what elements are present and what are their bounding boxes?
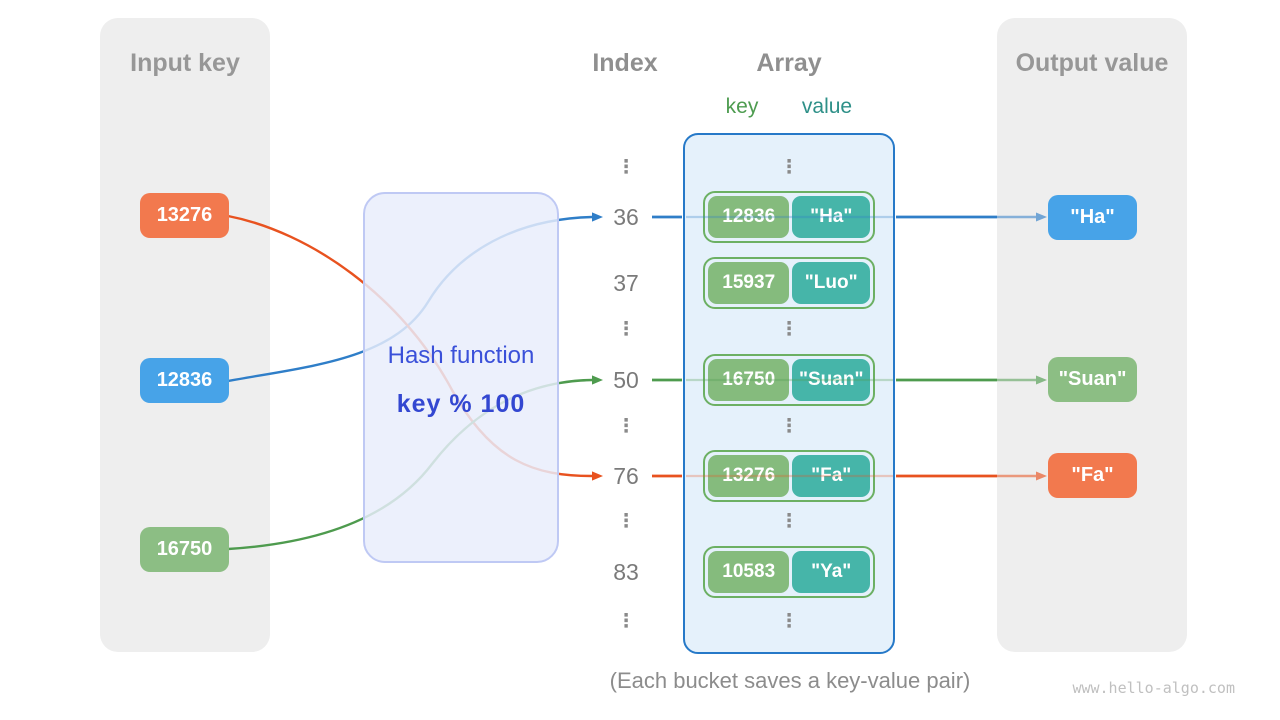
arrowhead-blue-index (592, 212, 603, 222)
hash-function-box (363, 192, 559, 563)
output-value-fa: "Fa" (1048, 453, 1137, 498)
index-ellipsis: ⋮ (616, 157, 636, 178)
input-key-12836: 12836 (140, 358, 229, 403)
array-ellipsis: ⋮ (779, 157, 799, 178)
bucket-key: 12836 (708, 196, 790, 238)
bucket-key: 10583 (708, 551, 790, 593)
site-watermark: www.hello-algo.com (1072, 679, 1235, 697)
index-37: 37 (613, 270, 639, 296)
index-ellipsis: ⋮ (616, 611, 636, 632)
index-83: 83 (613, 559, 639, 585)
array-key-header: key (725, 95, 759, 118)
arrowhead-green-index (592, 375, 603, 385)
index-36: 36 (613, 204, 639, 230)
bucket-row-50: 16750 "Suan" (703, 354, 875, 406)
array-ellipsis: ⋮ (779, 416, 799, 437)
bucket-key: 13276 (708, 455, 790, 497)
bucket-value: "Ha" (792, 196, 870, 238)
hash-function-formula: key % 100 (396, 390, 526, 418)
index-ellipsis: ⋮ (616, 511, 636, 532)
output-value-panel (997, 18, 1187, 652)
array-column-header: Array (756, 49, 822, 77)
index-ellipsis: ⋮ (616, 319, 636, 340)
array-value-header: value (801, 95, 853, 118)
figure-caption: (Each bucket saves a key-value pair) (609, 668, 971, 693)
hash-function-title: Hash function (387, 342, 535, 369)
index-ellipsis: ⋮ (616, 416, 636, 437)
input-panel-title: Input key (130, 49, 240, 77)
bucket-key: 15937 (708, 262, 790, 304)
index-50: 50 (613, 367, 639, 393)
input-key-13276: 13276 (140, 193, 229, 238)
output-panel-title: Output value (1015, 49, 1169, 77)
array-ellipsis: ⋮ (779, 511, 799, 532)
index-column-header: Index (592, 49, 658, 77)
array-ellipsis: ⋮ (779, 319, 799, 340)
output-value-ha: "Ha" (1048, 195, 1137, 240)
bucket-key: 16750 (708, 359, 790, 401)
index-76: 76 (613, 463, 639, 489)
arrowhead-orange-index (592, 471, 603, 481)
bucket-value: "Fa" (792, 455, 870, 497)
bucket-value: "Ya" (792, 551, 870, 593)
bucket-row-76: 13276 "Fa" (703, 450, 875, 502)
bucket-row-83: 10583 "Ya" (703, 546, 875, 598)
output-value-suan: "Suan" (1048, 357, 1137, 402)
input-key-16750: 16750 (140, 527, 229, 572)
bucket-value: "Suan" (792, 359, 870, 401)
array-ellipsis: ⋮ (779, 611, 799, 632)
bucket-row-37: 15937 "Luo" (703, 257, 875, 309)
bucket-row-36: 12836 "Ha" (703, 191, 875, 243)
bucket-value: "Luo" (792, 262, 870, 304)
